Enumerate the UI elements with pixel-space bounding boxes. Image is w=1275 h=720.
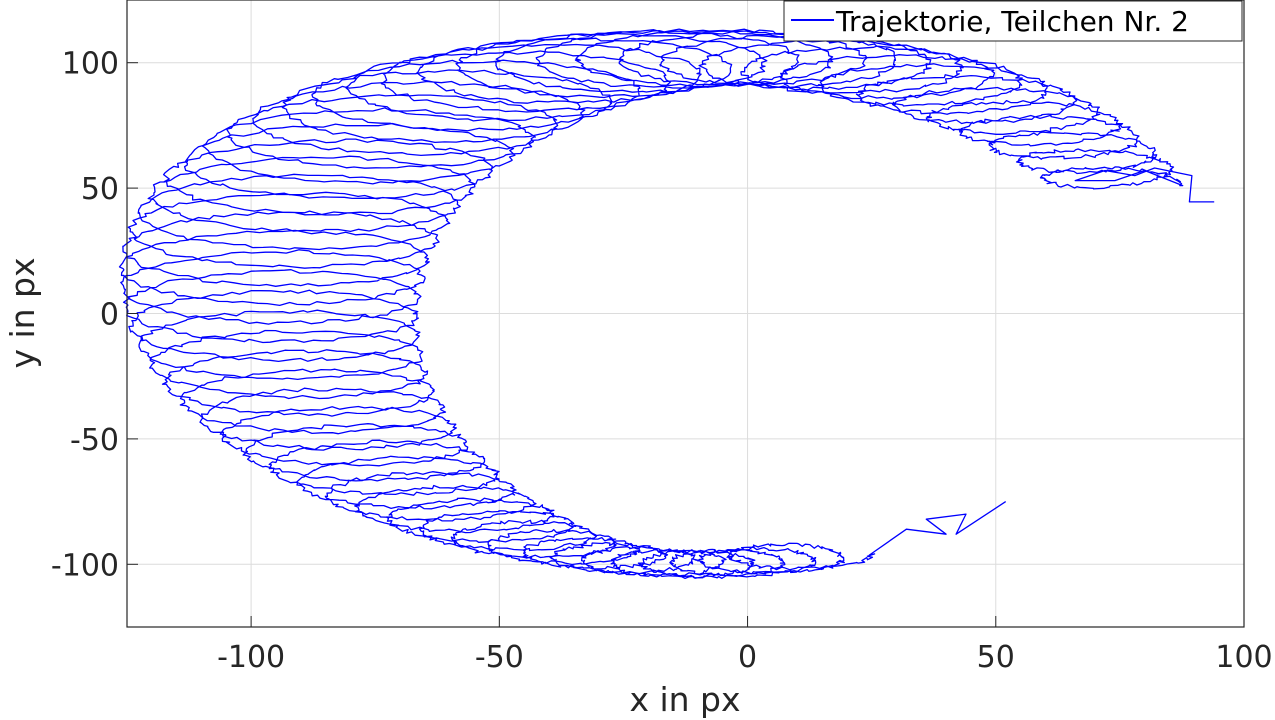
legend: Trajektorie, Teilchen Nr. 2 (783, 0, 1243, 42)
legend-entry-label: Trajektorie, Teilchen Nr. 2 (835, 5, 1189, 38)
x-tick-label: 100 (1215, 640, 1272, 675)
legend-box (783, 0, 1243, 42)
x-tick-label: -100 (217, 640, 285, 675)
y-tick-label: 100 (62, 47, 119, 82)
y-tick-label: -100 (51, 548, 119, 583)
y-tick-label: -50 (70, 423, 119, 458)
series-trajektorie-line (118, 28, 1215, 580)
x-axis-ticks: -100 -50 0 50 100 (217, 616, 1273, 675)
y-tick-label: 50 (81, 172, 119, 207)
x-tick-label: 50 (977, 640, 1015, 675)
x-tick-label: -50 (475, 640, 524, 675)
x-tick-label: 0 (738, 640, 757, 675)
y-axis-label: y in px (3, 257, 42, 368)
y-axis-ticks: -100 -50 0 50 100 (51, 47, 138, 583)
y-tick-label: 0 (100, 298, 119, 333)
x-axis-label: x in px (629, 680, 740, 719)
